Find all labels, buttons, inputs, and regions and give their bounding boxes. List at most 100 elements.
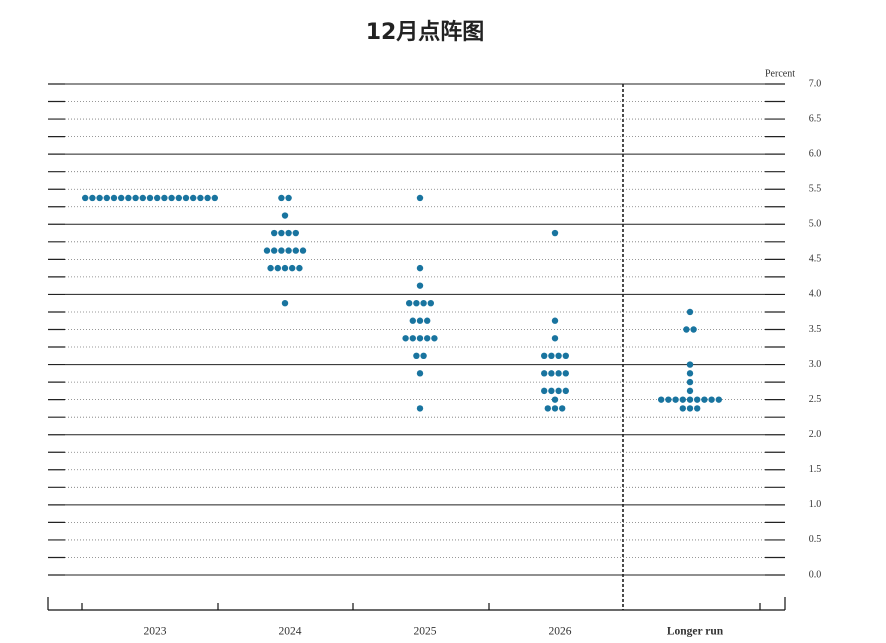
dot (420, 299, 427, 307)
dot (686, 378, 694, 386)
y-tick-label: 4.0 (809, 289, 822, 300)
x-tick-label: 2025 (414, 626, 437, 638)
dot (281, 212, 289, 219)
dot (292, 247, 299, 254)
dot (89, 194, 96, 202)
dot (548, 352, 555, 360)
dot (690, 326, 697, 333)
dot (271, 229, 278, 237)
x-tick-label: Longer run (667, 626, 724, 638)
dot (708, 396, 715, 403)
dot (686, 308, 694, 316)
dot (110, 194, 118, 202)
dot (175, 194, 182, 202)
dot (548, 370, 555, 377)
dot (683, 326, 690, 333)
dot (686, 387, 694, 395)
dot (424, 335, 431, 342)
dot (551, 396, 559, 403)
dot (285, 229, 292, 237)
dot (665, 396, 672, 403)
dot (427, 299, 434, 307)
chart-title: 12月点阵图 (366, 19, 485, 45)
y-tick-label: 7.0 (809, 78, 822, 89)
dot (402, 335, 409, 342)
dot (285, 194, 292, 202)
dot (132, 194, 139, 202)
dot (278, 247, 285, 254)
dot (416, 264, 424, 272)
dot (548, 387, 555, 395)
dot (672, 396, 679, 403)
dot (278, 229, 285, 237)
dot (686, 370, 694, 377)
dot (686, 405, 694, 412)
dot (413, 352, 420, 360)
dot (285, 247, 292, 254)
dot (694, 405, 701, 412)
y-tick-label: 1.0 (809, 499, 822, 510)
dot (420, 352, 427, 360)
dot (416, 335, 424, 342)
y-tick-label: 5.0 (809, 219, 822, 230)
dot (551, 405, 559, 412)
dot (267, 264, 274, 272)
dot (416, 405, 424, 412)
y-tick-label: 0.0 (809, 569, 822, 580)
dot (694, 396, 701, 403)
dot (701, 396, 708, 403)
dot (416, 194, 424, 202)
dot (551, 229, 559, 237)
dot (416, 317, 424, 324)
x-tick-label: 2026 (549, 626, 572, 638)
dot (211, 194, 218, 202)
y-tick-label: 6.5 (809, 113, 822, 124)
x-tick-label: 2024 (279, 626, 302, 638)
dot (555, 352, 562, 360)
dot (103, 194, 111, 202)
dot (146, 194, 154, 202)
y-tick-label: 3.5 (809, 324, 822, 335)
dot (686, 396, 694, 403)
dot (409, 317, 416, 324)
dot (555, 387, 562, 395)
dot (541, 387, 548, 395)
dot (281, 299, 289, 307)
x-axis-ticks (47, 597, 786, 610)
dot (82, 194, 89, 202)
dot (263, 247, 271, 254)
dot (299, 247, 307, 254)
dot (190, 194, 197, 202)
y-tick-label: 2.5 (809, 394, 822, 405)
y-tick-label: 3.0 (809, 359, 822, 370)
dot (204, 194, 211, 202)
dot (125, 194, 132, 202)
dot (562, 352, 569, 360)
y-tick-label: 5.5 (809, 184, 822, 195)
dot (551, 317, 559, 324)
dot (271, 247, 278, 254)
dot (416, 282, 424, 289)
dot (182, 194, 190, 202)
dot (658, 396, 665, 403)
dot (168, 194, 175, 202)
y-tick-label: 0.5 (809, 534, 822, 545)
dot (292, 229, 299, 237)
dot (679, 405, 686, 412)
y-tick-label: 4.5 (809, 254, 822, 265)
dot (139, 194, 146, 202)
dot (118, 194, 125, 202)
dot (161, 194, 168, 202)
dot (296, 264, 303, 272)
y-tick-label: 1.5 (809, 464, 822, 475)
dot (424, 317, 431, 324)
dot (544, 405, 551, 412)
dot (555, 370, 562, 377)
dot (413, 299, 420, 307)
dot (562, 370, 569, 377)
dot (197, 194, 204, 202)
y-tick-label: 2.0 (809, 429, 822, 440)
dot (686, 361, 694, 368)
dot (406, 299, 413, 307)
